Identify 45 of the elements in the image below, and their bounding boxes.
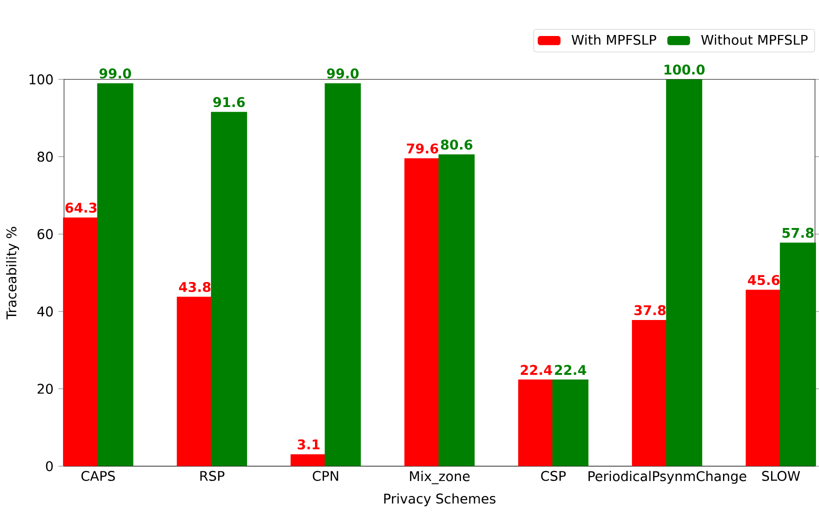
x-tick-label: RSP: [200, 470, 224, 481]
data-label: 99.0: [99, 68, 132, 78]
y-tick-label: 100: [30, 74, 53, 84]
data-label: 79.6: [406, 143, 438, 154]
x-tick-label: CPN: [312, 470, 338, 481]
bar: [552, 379, 588, 466]
data-label: 57.8: [782, 228, 814, 238]
bar: [63, 217, 100, 466]
bar: [780, 242, 816, 466]
legend-label: Without MPFSLP: [701, 34, 808, 45]
data-label: 22.4: [520, 364, 552, 375]
y-tick-label: 40: [37, 306, 53, 316]
y-tick-label: 0: [46, 461, 53, 472]
bar: [176, 296, 213, 466]
data-label: 22.4: [554, 364, 586, 375]
bar: [632, 320, 668, 466]
data-label: 45.6: [748, 274, 780, 285]
data-label: 37.8: [634, 305, 666, 316]
bar: [404, 158, 440, 466]
y-tick-label: 60: [38, 228, 53, 240]
data-label: 91.6: [213, 96, 245, 108]
bar: [438, 154, 475, 466]
x-tick-label: SLOW: [762, 470, 800, 481]
y-axis-title: Traceability %: [6, 226, 20, 320]
x-tick-label: CSP: [541, 470, 566, 481]
bar: [666, 79, 702, 466]
data-label: 3.1: [298, 439, 320, 450]
legend-label: With MPFSLP: [572, 34, 656, 45]
bar: [324, 83, 361, 466]
y-tick-label: 80: [38, 152, 53, 162]
x-tick-label: CAPS: [81, 470, 115, 481]
x-axis-title: Privacy Schemes: [384, 493, 496, 506]
data-label: 64.3: [65, 202, 96, 213]
y-tick-label: 20: [38, 384, 53, 394]
data-label: 99.0: [327, 68, 359, 78]
data-label: 80.6: [440, 139, 472, 150]
bar: [97, 83, 134, 466]
data-label: 43.8: [179, 282, 211, 292]
bar: [518, 379, 554, 466]
bar: [746, 290, 782, 466]
bar: [210, 112, 248, 466]
x-tick-label: Mix_zone: [410, 470, 470, 484]
bar: [290, 454, 327, 466]
data-label: 100.0: [664, 64, 705, 75]
x-tick-label: PeriodicalPsynmChange: [588, 470, 746, 484]
